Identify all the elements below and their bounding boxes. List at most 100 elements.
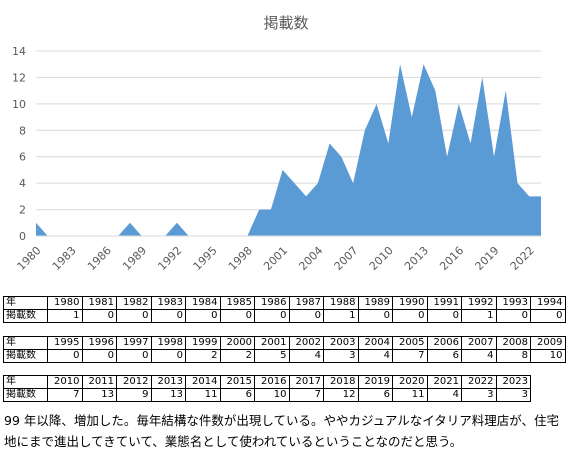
count-cell: 0 (185, 309, 221, 323)
count-cell: 8 (495, 349, 531, 363)
year-cell: 1997 (116, 336, 152, 350)
count-cell: 1 (461, 309, 497, 323)
year-row: 年 2010 2011 2012 2013 2014 2015 2016 2017 2018 201… (3, 375, 566, 389)
x-tick-label: 1983 (50, 244, 79, 273)
count-cell: 3 (461, 388, 497, 402)
year-cell: 2017 (288, 375, 324, 389)
count-cell: 9 (116, 388, 152, 402)
count-cell: 1 (323, 309, 359, 323)
count-row: 掲載数 7 13 9 13 11 6 10 7 12 6 11 4 3 3 (3, 388, 566, 402)
year-cell: 1980 (47, 296, 83, 310)
year-cell: 1981 (81, 296, 117, 310)
year-cell: 2011 (81, 375, 117, 389)
count-cell: 0 (495, 309, 531, 323)
count-cell: 10 (254, 388, 290, 402)
count-cell: 0 (392, 309, 428, 323)
empty-cell (531, 389, 566, 402)
year-cell: 1990 (392, 296, 428, 310)
y-tick-label: 8 (19, 124, 26, 137)
count-cell: 3 (495, 388, 531, 402)
count-cell: 0 (357, 309, 393, 323)
x-axis: 1980 1983 1986 1989 1992 1995 1998 2001 2004 2007… (15, 244, 537, 273)
year-cell: 2022 (461, 375, 497, 389)
gridlines (36, 50, 541, 211)
year-cell: 2003 (323, 336, 359, 350)
year-cell: 2001 (254, 336, 290, 350)
year-cell: 1988 (323, 296, 359, 310)
count-cell: 11 (392, 388, 428, 402)
caption-text: 99 年以降、増加した。毎年結構な件数が出現している。ややカジュアルなイタリア料… (4, 413, 560, 449)
count-cell: 7 (47, 388, 83, 402)
year-cell: 1998 (150, 336, 186, 350)
year-cell: 1991 (426, 296, 462, 310)
count-cell: 2 (219, 349, 255, 363)
year-cell: 1993 (495, 296, 531, 310)
year-cell: 2019 (357, 375, 393, 389)
year-cell: 2012 (116, 375, 152, 389)
count-cell: 4 (288, 349, 324, 363)
year-cell: 1999 (185, 336, 221, 350)
count-cell: 6 (426, 349, 462, 363)
count-cell: 0 (116, 349, 152, 363)
year-cell: 2005 (392, 336, 428, 350)
x-tick-label: 2001 (261, 244, 290, 273)
data-table-1980-1994: 年 1980 1981 1982 1983 1984 1985 1986 1987 1988 198… (3, 296, 566, 323)
count-cell: 6 (357, 388, 393, 402)
count-cell: 0 (150, 349, 186, 363)
x-tick-label: 2016 (437, 244, 466, 273)
year-cell: 1992 (461, 296, 497, 310)
year-cell: 1982 (116, 296, 152, 310)
year-row: 年 1980 1981 1982 1983 1984 1985 1986 1987 1988 198… (3, 296, 566, 310)
x-tick-label: 2004 (296, 244, 325, 273)
count-cell: 6 (219, 388, 255, 402)
empty-cell (531, 376, 566, 389)
count-cell: 0 (426, 309, 462, 323)
year-cell: 2023 (495, 375, 531, 389)
y-tick-label: 14 (12, 45, 26, 58)
year-cell: 2000 (219, 336, 255, 350)
year-header: 年 (3, 296, 48, 310)
year-cell: 2015 (219, 375, 255, 389)
count-row: 掲載数 1 0 0 0 0 0 0 0 1 0 0 0 1 0 0 (3, 309, 566, 323)
x-tick-label: 1995 (191, 244, 220, 273)
year-cell: 2018 (323, 375, 359, 389)
year-cell: 2010 (47, 375, 83, 389)
data-table-2010-2023: 年 2010 2011 2012 2013 2014 2015 2016 2017 2018 201… (3, 375, 566, 402)
year-cell: 2002 (288, 336, 324, 350)
x-tick-label: 2019 (473, 244, 502, 273)
count-header: 掲載数 (3, 309, 48, 323)
count-cell: 0 (81, 309, 117, 323)
area-series (36, 64, 541, 236)
year-cell: 2007 (461, 336, 497, 350)
count-cell: 12 (323, 388, 359, 402)
count-cell: 13 (81, 388, 117, 402)
x-tick-label: 2007 (332, 244, 361, 273)
year-cell: 2004 (357, 336, 393, 350)
year-cell: 1987 (288, 296, 324, 310)
count-cell: 13 (150, 388, 186, 402)
year-cell: 1989 (357, 296, 393, 310)
count-cell: 7 (392, 349, 428, 363)
data-table-1995-2009: 年 1995 1996 1997 1998 1999 2000 2001 2002 2003 200… (3, 336, 566, 363)
year-cell: 2006 (426, 336, 462, 350)
count-cell: 0 (150, 309, 186, 323)
year-cell: 2013 (150, 375, 186, 389)
count-cell: 10 (530, 349, 566, 363)
year-cell: 2016 (254, 375, 290, 389)
x-tick-label: 1989 (120, 244, 149, 273)
year-row: 年 1995 1996 1997 1998 1999 2000 2001 2002 2003 200… (3, 336, 566, 350)
x-tick-label: 1998 (226, 244, 255, 273)
year-header: 年 (3, 375, 48, 389)
year-cell: 2021 (426, 375, 462, 389)
x-tick-label: 2022 (508, 244, 537, 273)
y-tick-label: 10 (12, 98, 26, 111)
x-tick-label: 2013 (402, 244, 431, 273)
year-cell: 2009 (530, 336, 566, 350)
count-cell: 2 (185, 349, 221, 363)
y-tick-label: 6 (19, 151, 26, 164)
count-header: 掲載数 (3, 349, 48, 363)
y-tick-label: 12 (12, 71, 26, 84)
count-cell: 0 (530, 309, 566, 323)
count-cell: 4 (461, 349, 497, 363)
year-cell: 2014 (185, 375, 221, 389)
